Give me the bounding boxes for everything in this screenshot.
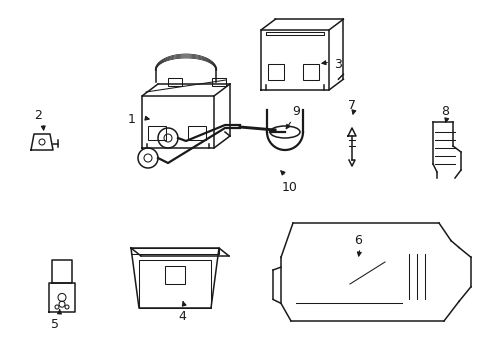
Text: 7: 7 <box>347 99 355 112</box>
Bar <box>148 126 165 140</box>
Text: 6: 6 <box>353 234 361 247</box>
Text: 8: 8 <box>440 105 448 118</box>
Bar <box>164 266 184 284</box>
Text: 4: 4 <box>178 310 185 323</box>
Text: 10: 10 <box>282 181 297 194</box>
Text: 3: 3 <box>333 58 341 71</box>
Text: 5: 5 <box>51 318 59 330</box>
Bar <box>212 78 225 86</box>
Bar <box>187 126 205 140</box>
Text: 2: 2 <box>34 109 42 122</box>
Text: 1: 1 <box>128 113 136 126</box>
Text: 9: 9 <box>291 105 299 118</box>
Bar <box>168 78 182 86</box>
